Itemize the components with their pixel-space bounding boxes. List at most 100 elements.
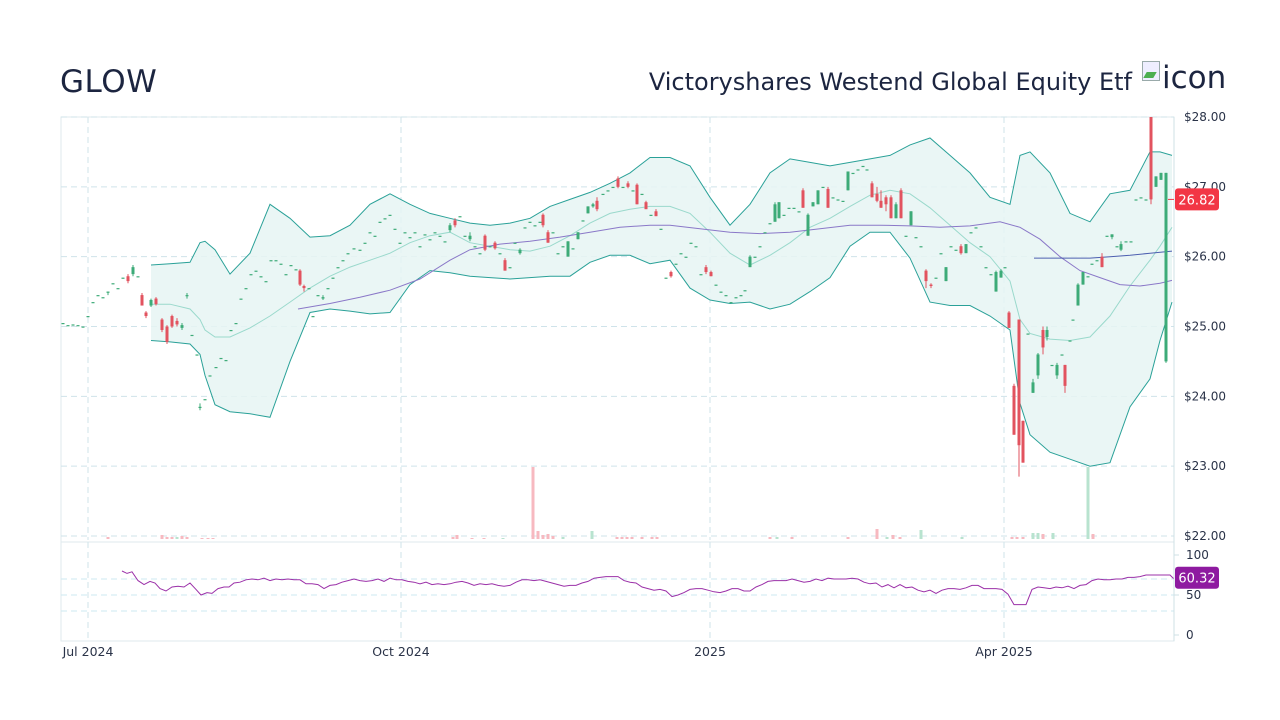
candle-body	[1119, 244, 1123, 250]
candle-body	[373, 235, 377, 237]
volume-bar	[650, 537, 654, 539]
candle-body	[346, 253, 350, 255]
candle-body	[538, 221, 542, 223]
volume-bars	[106, 467, 1095, 539]
candle-body	[989, 274, 993, 276]
candle-body	[131, 267, 135, 275]
volume-bar	[185, 537, 189, 539]
candle-body	[198, 406, 202, 409]
candle-body	[302, 285, 306, 289]
volume-bar	[482, 538, 486, 539]
candle-body	[208, 375, 212, 377]
candle-body	[1021, 420, 1025, 463]
candle-body	[453, 220, 457, 226]
candle-body	[1139, 197, 1143, 199]
volume-bar	[1051, 533, 1055, 539]
candle-body	[336, 267, 340, 269]
candle-body	[704, 267, 708, 273]
candle-body	[111, 283, 115, 285]
candle-body	[1060, 354, 1064, 356]
candle-body	[165, 326, 169, 342]
last-price-badge	[1175, 188, 1219, 211]
candle-body	[1068, 340, 1072, 342]
candle-body	[689, 242, 693, 244]
volume-bar	[531, 467, 535, 539]
candle-body	[846, 171, 850, 191]
candle-body	[654, 211, 658, 217]
candle-body	[341, 260, 345, 262]
candle-body	[488, 246, 492, 248]
candle-body	[463, 235, 467, 237]
candle-body	[586, 206, 590, 214]
candle-body	[518, 249, 522, 254]
candle-body	[311, 316, 315, 318]
candle-body	[1026, 333, 1030, 335]
candle-body	[631, 190, 635, 192]
candle-body	[259, 276, 263, 278]
candle-body	[899, 190, 903, 219]
candle-body	[546, 232, 550, 243]
candle-body	[1159, 172, 1163, 180]
candle-body	[709, 272, 713, 277]
volume-bar	[620, 537, 624, 539]
bollinger-upper	[150, 137, 1173, 275]
candle-body	[1110, 234, 1114, 238]
candle-body	[136, 276, 140, 278]
candle-body	[180, 325, 184, 328]
candle-body	[1149, 117, 1153, 200]
volume-bar	[536, 531, 540, 539]
candle-body	[1007, 312, 1011, 328]
volume-bar	[846, 537, 850, 539]
fund-name: Victoryshares Westend Global Equity Etf	[648, 68, 1132, 96]
candle-body	[914, 237, 918, 239]
volume-bar	[175, 537, 179, 539]
candle-body	[635, 184, 639, 205]
candle-body	[101, 297, 105, 299]
volume-bar	[1010, 537, 1014, 539]
volume-bar	[1021, 537, 1025, 539]
candle-body	[929, 284, 933, 286]
volume-bar	[1086, 467, 1090, 539]
candle-body	[777, 202, 781, 219]
candle-body	[149, 299, 153, 306]
candle-body	[664, 277, 668, 279]
candle-body	[884, 197, 888, 205]
candle-body	[1012, 385, 1016, 435]
candle-body	[879, 200, 883, 208]
candle-body	[170, 316, 174, 327]
time-tick-label: Oct 2024	[372, 644, 429, 659]
candle-body	[1036, 354, 1040, 376]
candle-body	[724, 295, 728, 297]
candle-body	[595, 200, 599, 210]
candle-body	[140, 295, 144, 306]
moving-averages	[297, 221, 1173, 310]
candle-body	[591, 204, 595, 207]
candle-body	[478, 253, 482, 255]
candle-body	[195, 354, 199, 356]
volume-bar	[546, 534, 550, 539]
candle-body	[160, 319, 164, 330]
candle-body	[388, 214, 392, 216]
candle-body	[249, 274, 253, 276]
candle-body	[126, 276, 130, 282]
volume-bar	[960, 537, 964, 539]
candle-body	[219, 357, 223, 360]
candle-body	[748, 256, 752, 268]
volume-bar	[790, 537, 794, 539]
candle-body	[782, 214, 786, 216]
candle-body	[96, 295, 100, 297]
candle-body	[616, 178, 620, 187]
candle-body	[1086, 276, 1090, 278]
candle-body	[423, 234, 427, 236]
candle-body	[1045, 329, 1049, 337]
candle-body	[714, 284, 718, 286]
candle-body	[875, 193, 879, 201]
volume-bar	[561, 537, 565, 539]
candle-body	[979, 246, 983, 248]
candle-body	[1105, 235, 1109, 237]
candle-body	[576, 232, 580, 240]
candle-body	[418, 246, 422, 248]
candle-body	[959, 246, 963, 254]
volume-bar	[625, 537, 629, 539]
